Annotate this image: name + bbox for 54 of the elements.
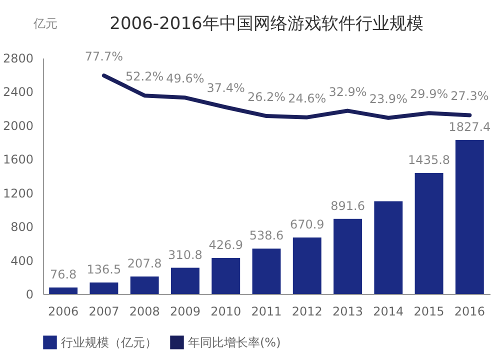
y-tick-label: 800 (10, 220, 34, 234)
x-tick-label: 2008 (129, 304, 160, 318)
data-label: 136.5 (86, 262, 122, 276)
y-tick-label: 0 (26, 288, 34, 302)
bar (252, 248, 281, 294)
y-tick-label: 2000 (2, 118, 34, 133)
data-label: 52.2% (126, 70, 164, 84)
data-label: 77.7% (84, 50, 124, 64)
data-label: 76.8 (50, 268, 77, 282)
chart-title: 2006-2016年中国网络游戏软件行业规模 (110, 14, 424, 34)
x-tick-label: 2006 (48, 304, 79, 318)
bar (130, 276, 159, 294)
y-tick-label: 1600 (2, 152, 34, 167)
y-tick-label: 2800 (2, 52, 34, 66)
x-tick-label: 2014 (373, 304, 404, 318)
data-label: 49.6% (166, 72, 204, 86)
x-tick-label: 2015 (414, 304, 444, 318)
y-axis-title: 亿元 (32, 16, 58, 30)
bar (212, 258, 240, 294)
data-label: 37.4% (206, 81, 245, 96)
x-tick-label: 2012 (292, 304, 322, 318)
legend-label: 年同比增长率(%) (188, 335, 281, 350)
bar (171, 268, 200, 294)
y-tick-label: 400 (10, 254, 34, 268)
x-tick-label: 2013 (332, 304, 364, 318)
bar (292, 237, 322, 294)
y-tick-label: 2400 (2, 85, 34, 100)
bar (334, 218, 362, 294)
data-label: 310.8 (168, 248, 202, 262)
x-tick-label: 2009 (170, 304, 200, 318)
data-label: 538.6 (249, 228, 284, 243)
bar (414, 172, 444, 294)
legend-label: 行业规模（亿元） (61, 335, 157, 350)
data-label: 207.8 (127, 256, 162, 270)
x-tick-label: 2007 (88, 304, 120, 318)
data-label: 32.9% (328, 84, 367, 99)
data-label: 26.2% (247, 90, 286, 104)
bar (49, 288, 78, 294)
x-tick-label: 2010 (210, 304, 242, 318)
data-label: 23.9% (369, 92, 408, 106)
data-label: 24.6% (288, 91, 326, 106)
data-label: 1435.8 (408, 152, 450, 167)
bar (374, 201, 403, 294)
x-tick-label: 2011 (251, 304, 282, 318)
data-label: 670.9 (290, 217, 324, 232)
data-label: 29.9% (410, 87, 448, 102)
data-label: 426.9 (208, 238, 244, 252)
y-tick-label: 1200 (2, 186, 34, 200)
data-label: 1827.4 (448, 120, 491, 134)
bar (455, 140, 484, 294)
data-label: 891.6 (330, 198, 365, 213)
data-label: 27.3% (450, 89, 489, 104)
x-tick-label: 2016 (454, 304, 485, 318)
bar (90, 282, 118, 294)
